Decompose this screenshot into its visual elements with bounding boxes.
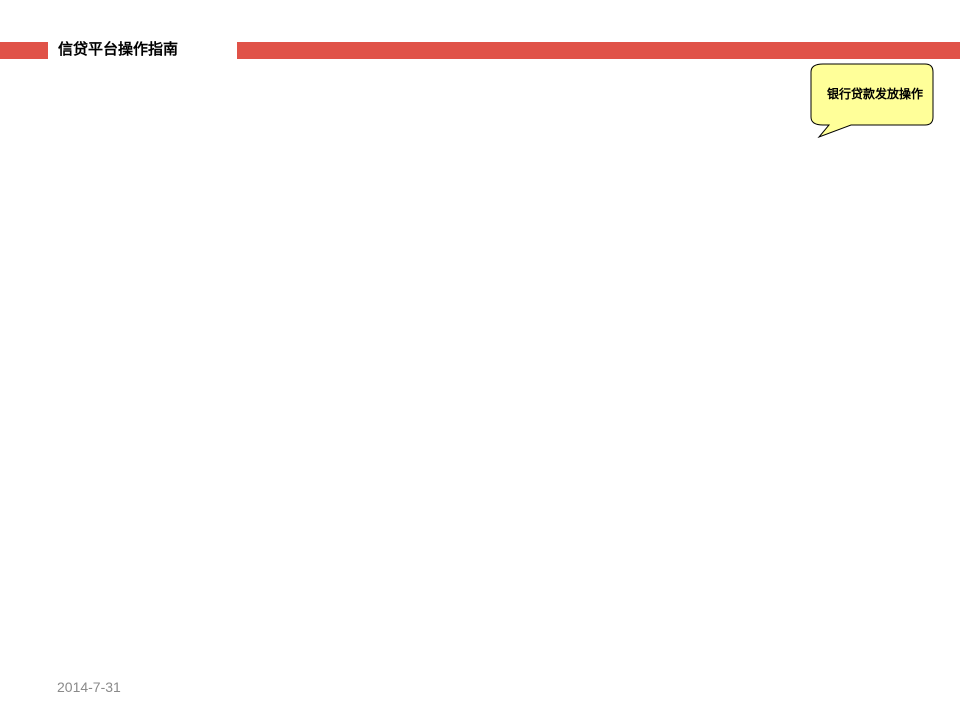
callout-bubble: 银行贷款发放操作	[805, 60, 940, 142]
footer-date: 2014-7-31	[57, 679, 121, 695]
callout-label: 银行贷款发放操作	[826, 87, 923, 101]
speech-bubble-shape	[810, 63, 934, 139]
header-accent-bar-right	[237, 42, 960, 59]
header-accent-bar-left	[0, 42, 48, 59]
page-title: 信贷平台操作指南	[58, 40, 179, 58]
